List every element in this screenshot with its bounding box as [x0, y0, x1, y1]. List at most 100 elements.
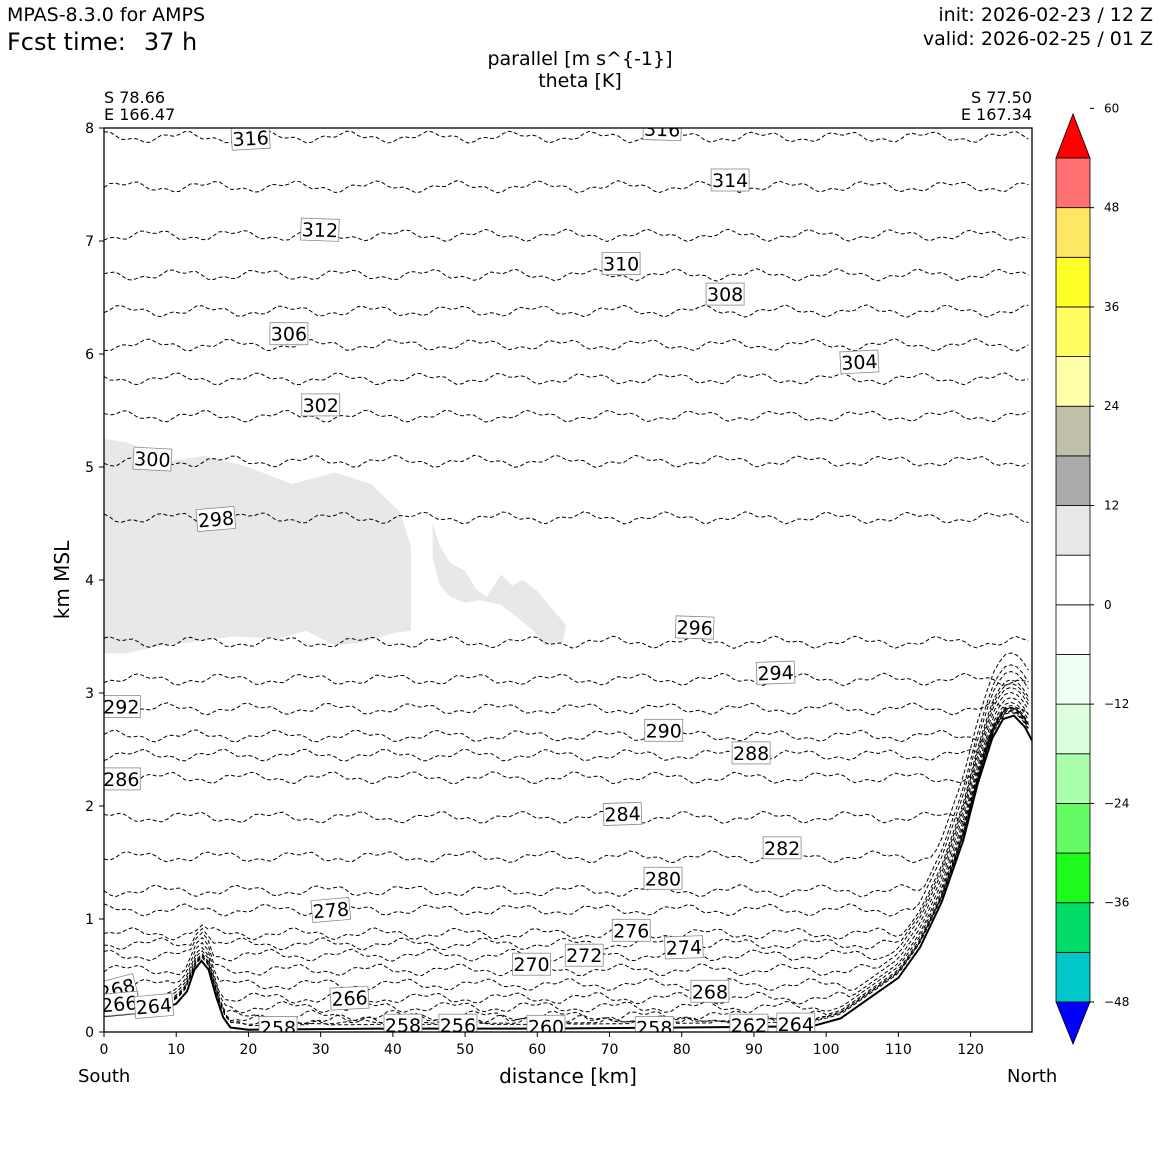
- contour-label-box: [643, 866, 683, 890]
- colorbar-segment: [1055, 803, 1091, 854]
- contour-label: 264: [133, 992, 175, 1020]
- theta-contour-line: [104, 682, 1029, 951]
- contour-label-text: 278: [312, 898, 350, 923]
- colorbar-segment: [1055, 703, 1091, 755]
- theta-contour-line: [104, 304, 1029, 318]
- contour-label-box: [526, 1014, 566, 1032]
- theta-contour-line: [104, 228, 1029, 243]
- contour-label-box: [104, 695, 141, 718]
- contour-label: 316: [642, 118, 682, 142]
- contour-label: 262: [729, 1013, 769, 1037]
- end-latitude: S 77.50: [970, 88, 1032, 107]
- contour-label-box: [602, 801, 643, 826]
- y-tick-label: 5: [85, 460, 94, 476]
- contour-label: 310: [601, 252, 641, 276]
- contour-label: 284: [602, 801, 643, 827]
- contour-label-text: 284: [604, 803, 641, 826]
- contour-label-text: 266: [331, 987, 368, 1011]
- contour-label-text: 272: [566, 945, 602, 967]
- contour-label-box: [690, 979, 730, 1003]
- north-endpoint-label: North: [1007, 1066, 1058, 1087]
- theta-contour-line: [104, 372, 1029, 386]
- x-tick-label: 10: [167, 1042, 185, 1058]
- terrain-line: [104, 714, 1032, 1031]
- contour-label-box: [329, 985, 370, 1011]
- contour-label-box: [705, 282, 745, 306]
- theta-contour-line: [104, 635, 1029, 649]
- contour-label: 258: [258, 1016, 298, 1032]
- contour-label-text: 264: [778, 1014, 814, 1036]
- colorbar-segment: [1055, 654, 1091, 705]
- x-tick-label: 120: [957, 1042, 984, 1058]
- contour-label: 272: [564, 943, 604, 967]
- contour-label-box: [731, 741, 771, 765]
- model-name: MPAS-8.3.0 for AMPS: [7, 4, 206, 26]
- contour-label: 266: [104, 990, 140, 1017]
- contour-label-box: [300, 217, 340, 242]
- x-tick-label: 70: [601, 1042, 619, 1058]
- theta-contour-line: [104, 670, 1029, 917]
- contour-label-text: 256: [440, 1015, 476, 1037]
- contour-label-text: 276: [613, 920, 649, 942]
- contour-label-text: 280: [645, 868, 681, 890]
- colorbar-min-extension: [1055, 1001, 1091, 1046]
- contour-label: 258: [634, 1016, 674, 1040]
- contour-label-box: [104, 767, 141, 791]
- colorbar-segment: [1055, 554, 1091, 606]
- contour-label-text: 304: [841, 351, 878, 375]
- contour-label-box: [644, 718, 684, 742]
- y-tick-label: 8: [85, 121, 94, 137]
- contour-label-box: [755, 660, 796, 685]
- theta-contour-line: [104, 702, 1029, 716]
- y-tick-label: 2: [85, 799, 94, 815]
- colorbar-tick-label: −12: [1104, 697, 1129, 711]
- valid-time: valid: 2026-02-25 / 01 Z: [922, 28, 1153, 50]
- theta-contour-line: [104, 338, 1029, 352]
- wind-shaded-region: [183, 772, 942, 987]
- colorbar-segment: [1055, 902, 1091, 953]
- colorbar-segment: [1055, 306, 1091, 357]
- contour-label-text: 312: [301, 219, 338, 242]
- colorbar-segment: [1055, 604, 1091, 655]
- end-coordinate: S 77.50 E 167.34: [961, 89, 1032, 123]
- contour-label: 290: [644, 718, 684, 742]
- x-tick-label: 30: [312, 1042, 330, 1058]
- contour-label: 304: [839, 349, 880, 375]
- theta-contour-line: [104, 708, 1029, 1023]
- contour-label-text: 258: [636, 1018, 672, 1040]
- colorbar-tick-label: 48: [1104, 201, 1119, 215]
- contour-label-box: [132, 446, 173, 472]
- chart-title-contours: theta [K]: [538, 70, 622, 92]
- contour-label-text: 316: [644, 118, 681, 141]
- colorbar-tick-label: 0: [1104, 598, 1112, 612]
- start-coordinate: S 78.66 E 166.47: [104, 89, 175, 123]
- contour-label: 278: [310, 896, 352, 924]
- theta-contour-line: [104, 180, 1029, 194]
- contour-label-box: [762, 836, 802, 860]
- theta-contour-line: [104, 664, 1029, 898]
- contour-label: 282: [762, 836, 802, 860]
- contour-label: 264: [776, 1012, 816, 1036]
- contour-label: 314: [710, 168, 750, 192]
- theta-contour-line: [104, 710, 1029, 1025]
- contour-label-box: [601, 252, 641, 276]
- contour-label-box: [839, 349, 880, 375]
- contour-label: 270: [512, 952, 551, 976]
- x-tick-label: 50: [456, 1042, 474, 1058]
- wind-shaded-region: [432, 523, 567, 646]
- y-tick-label: 3: [85, 686, 94, 702]
- x-tick-label: 20: [240, 1042, 258, 1058]
- colorbar-max-extension: [1055, 112, 1091, 159]
- contour-label-box: [195, 505, 237, 533]
- colorbar-segment: [1055, 405, 1091, 457]
- contour-label-box: [383, 1013, 423, 1032]
- contour-label-box: [310, 896, 352, 924]
- colorbar-segment: [1055, 455, 1091, 506]
- chart-title-shading: parallel [m s^{-1}]: [487, 48, 673, 70]
- south-endpoint-label: South: [78, 1066, 131, 1087]
- contour-label: 312: [300, 217, 340, 242]
- theta-contour-line: [104, 711, 1029, 1026]
- contour-label-text: 262: [731, 1015, 767, 1037]
- contour-label-box: [776, 1012, 816, 1032]
- theta-contour-line: [104, 268, 1029, 282]
